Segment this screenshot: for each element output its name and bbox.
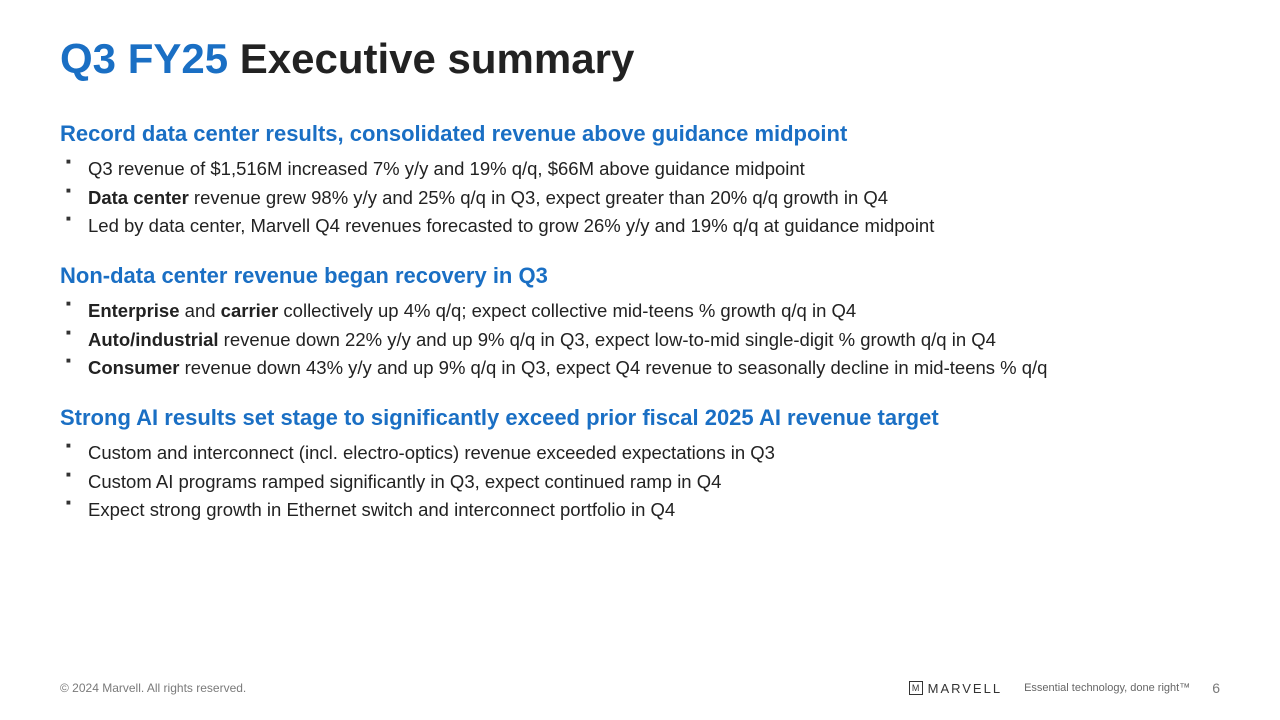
list-item: Expect strong growth in Ethernet switch … — [66, 496, 1220, 525]
title-accent: Q3 FY25 — [60, 35, 228, 82]
logo-glyph-icon: M — [909, 681, 923, 695]
list-item: Enterprise and carrier collectively up 4… — [66, 297, 1220, 326]
title-rest: Executive summary — [228, 35, 634, 82]
section-heading-0: Record data center results, consolidated… — [60, 121, 1220, 147]
list-item: Custom and interconnect (incl. electro-o… — [66, 439, 1220, 468]
list-item: Led by data center, Marvell Q4 revenues … — [66, 212, 1220, 241]
logo-text: MARVELL — [928, 681, 1002, 696]
slide-title: Q3 FY25 Executive summary — [60, 35, 1220, 83]
section-1-list: Enterprise and carrier collectively up 4… — [60, 297, 1220, 383]
slide-footer: © 2024 Marvell. All rights reserved. M M… — [60, 680, 1220, 696]
section-2-list: Custom and interconnect (incl. electro-o… — [60, 439, 1220, 525]
page-number: 6 — [1212, 680, 1220, 696]
section-0-list: Q3 revenue of $1,516M increased 7% y/y a… — [60, 155, 1220, 241]
section-heading-1: Non-data center revenue began recovery i… — [60, 263, 1220, 289]
footer-right: M MARVELL Essential technology, done rig… — [909, 680, 1220, 696]
marvell-logo: M MARVELL — [909, 681, 1002, 696]
copyright-text: © 2024 Marvell. All rights reserved. — [60, 681, 246, 695]
section-heading-2: Strong AI results set stage to significa… — [60, 405, 1220, 431]
list-item: Consumer revenue down 43% y/y and up 9% … — [66, 354, 1220, 383]
list-item: Custom AI programs ramped significantly … — [66, 468, 1220, 497]
list-item: Auto/industrial revenue down 22% y/y and… — [66, 326, 1220, 355]
tagline-text: Essential technology, done right™ — [1024, 682, 1190, 694]
list-item: Data center revenue grew 98% y/y and 25%… — [66, 184, 1220, 213]
list-item: Q3 revenue of $1,516M increased 7% y/y a… — [66, 155, 1220, 184]
